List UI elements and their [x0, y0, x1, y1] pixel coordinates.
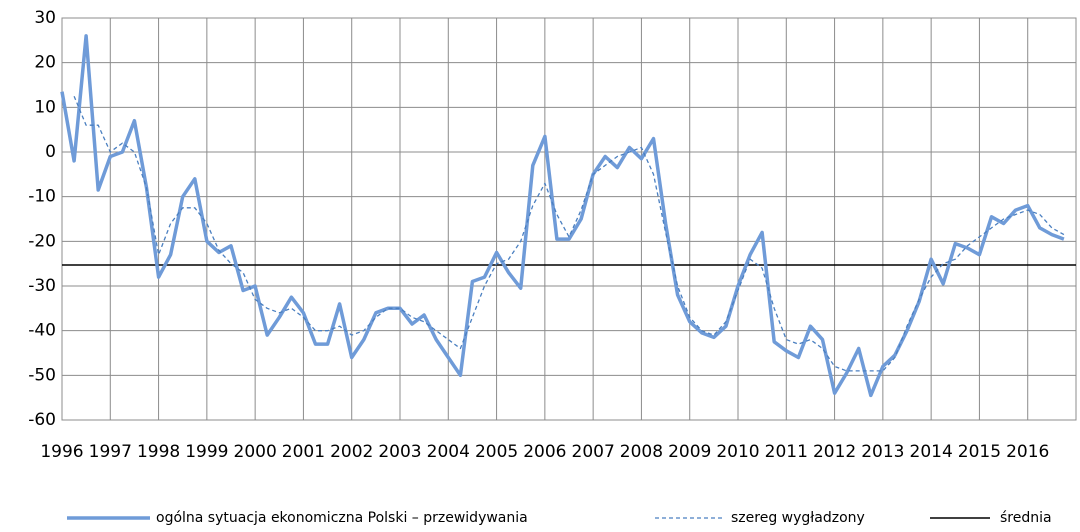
- y-tick-label: -60: [28, 410, 56, 430]
- series-line: [73, 95, 1065, 372]
- x-tick-label: 2009: [668, 442, 711, 462]
- legend-label: średnia: [1000, 510, 1052, 526]
- x-tick-label: 2002: [330, 442, 373, 462]
- x-tick-label: 2003: [378, 442, 421, 462]
- y-tick-label: 20: [34, 53, 56, 73]
- series-line: [60, 34, 1065, 398]
- x-tick-label: 2005: [475, 442, 518, 462]
- x-tick-label: 1998: [137, 442, 180, 462]
- x-tick-label: 1999: [185, 442, 228, 462]
- y-tick-label: -50: [28, 365, 56, 385]
- x-tick-label: 2011: [765, 442, 808, 462]
- x-tick-label: 2000: [234, 442, 277, 462]
- x-tick-label: 2016: [1006, 442, 1049, 462]
- y-tick-label: -20: [28, 231, 56, 251]
- x-tick-label: 2006: [523, 442, 566, 462]
- legend-label: szereg wygładzony: [731, 510, 865, 526]
- x-tick-label: 2007: [572, 442, 615, 462]
- y-tick-label: -40: [28, 321, 56, 341]
- y-tick-label: 10: [34, 97, 56, 117]
- y-tick-label: 0: [45, 142, 56, 162]
- y-tick-label: -30: [28, 276, 56, 296]
- x-tick-label: 2004: [427, 442, 470, 462]
- x-tick-label: 2014: [910, 442, 953, 462]
- x-tick-label: 2008: [620, 442, 663, 462]
- x-tick-label: 2013: [861, 442, 904, 462]
- legend-label: ogólna sytuacja ekonomiczna Polski – prz…: [156, 510, 528, 526]
- x-tick-label: 1996: [40, 442, 83, 462]
- x-tick-label: 2012: [813, 442, 856, 462]
- x-tick-label: 1997: [89, 442, 132, 462]
- y-tick-label: -10: [28, 187, 56, 207]
- plot-border: [61, 17, 1077, 421]
- x-tick-label: 2001: [282, 442, 325, 462]
- y-tick-label: 30: [34, 8, 56, 28]
- x-tick-label: 2015: [958, 442, 1001, 462]
- x-tick-label: 2010: [716, 442, 759, 462]
